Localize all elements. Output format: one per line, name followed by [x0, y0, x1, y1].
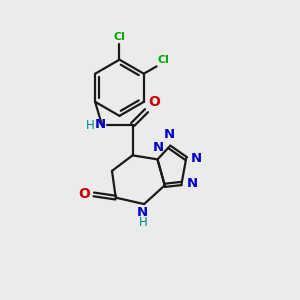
Text: O: O: [149, 95, 161, 109]
Text: O: O: [79, 188, 91, 201]
Text: N: N: [137, 206, 148, 219]
Text: Cl: Cl: [113, 32, 125, 42]
Text: H: H: [138, 216, 147, 229]
Text: N: N: [152, 141, 164, 154]
Text: N: N: [164, 128, 176, 141]
Text: Cl: Cl: [158, 55, 170, 65]
Text: N: N: [95, 118, 106, 131]
Text: N: N: [191, 152, 202, 165]
Text: H: H: [86, 119, 95, 132]
Text: N: N: [186, 177, 197, 190]
